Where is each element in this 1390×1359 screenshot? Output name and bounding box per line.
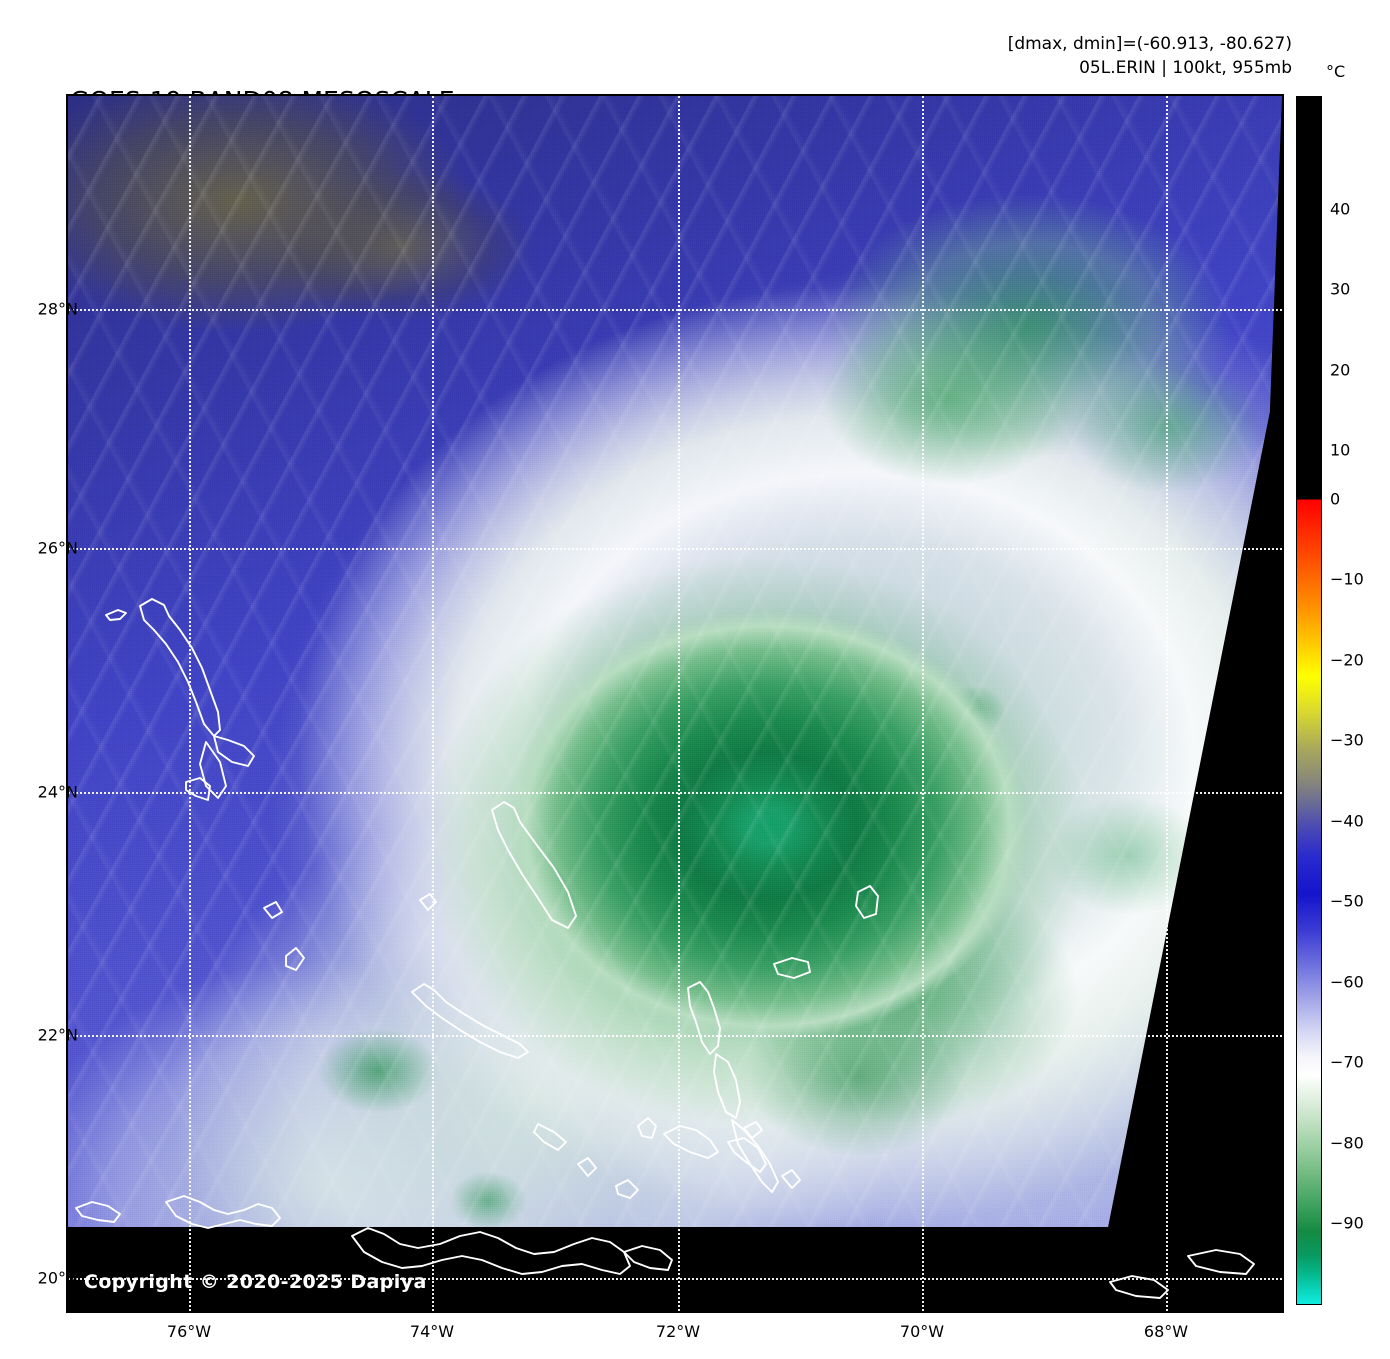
cbar-tick-m40: −40 [1330, 811, 1364, 831]
gridline-lat-20 [68, 1278, 1282, 1280]
ytick-label-22N: 22°N [37, 1025, 78, 1045]
dmax-dmin-label: [dmax, dmin]=(-60.913, -80.627) [1007, 34, 1292, 54]
gridline-lon-76 [189, 96, 191, 1311]
cbar-tick-m50: −50 [1330, 891, 1364, 911]
cbar-tick-20: 20 [1330, 360, 1351, 380]
no-data-band [68, 1227, 1282, 1311]
ytick-label-20N: 20°N [37, 1268, 78, 1288]
colorbar-unit-label: °C [1326, 62, 1346, 81]
cirrus-streaks-layer [68, 96, 1282, 1311]
storm-info-label: 05L.ERIN | 100kt, 955mb [1079, 58, 1292, 78]
cirrus-streaks-secondary-layer [68, 96, 1282, 1311]
pixel-grain-layer [68, 96, 1282, 1311]
cbar-tick-30: 30 [1330, 279, 1351, 299]
gridline-lat-26 [68, 548, 1282, 550]
cbar-tick-m30: −30 [1330, 730, 1364, 750]
cbar-tick-10: 10 [1330, 440, 1351, 460]
xtick-label-70W: 70°W [899, 1322, 945, 1341]
satellite-image-plot: Copyright © 2020-2025 Dapiya [68, 96, 1282, 1311]
coastline-overlay [75, 598, 1255, 1299]
cbar-tick-m90: −90 [1330, 1213, 1364, 1233]
gridline-lon-74 [432, 96, 434, 1311]
xtick-label-72W: 72°W [655, 1322, 701, 1341]
cbar-tick-m60: −60 [1330, 972, 1364, 992]
storm-core-layer [68, 96, 1282, 1311]
cbar-tick-m70: −70 [1330, 1052, 1364, 1072]
xtick-label-76W: 76°W [166, 1322, 212, 1341]
ytick-label-26N: 26°N [37, 538, 78, 558]
cbar-tick-m80: −80 [1330, 1133, 1364, 1153]
ytick-label-24N: 24°N [37, 782, 78, 802]
gridline-lon-72 [678, 96, 680, 1311]
temperature-colorbar [1296, 96, 1322, 1305]
xtick-label-68W: 68°W [1143, 1322, 1189, 1341]
cbar-tick-m20: −20 [1330, 650, 1364, 670]
cbar-tick-0: 0 [1330, 489, 1341, 509]
gridline-lat-28 [68, 309, 1282, 311]
gridline-lat-22 [68, 1035, 1282, 1037]
gridline-lon-70 [922, 96, 924, 1311]
gridline-lat-24 [68, 792, 1282, 794]
xtick-label-74W: 74°W [409, 1322, 455, 1341]
copyright-notice: Copyright © 2020-2025 Dapiya [84, 1271, 427, 1293]
cbar-tick-m10: −10 [1330, 569, 1364, 589]
ytick-label-28N: 28°N [37, 299, 78, 319]
cbar-tick-40: 40 [1330, 199, 1351, 219]
metadata-block: [dmax, dmin]=(-60.913, -80.627) 05L.ERIN… [1008, 32, 1292, 80]
gridline-lon-68 [1166, 96, 1168, 1311]
